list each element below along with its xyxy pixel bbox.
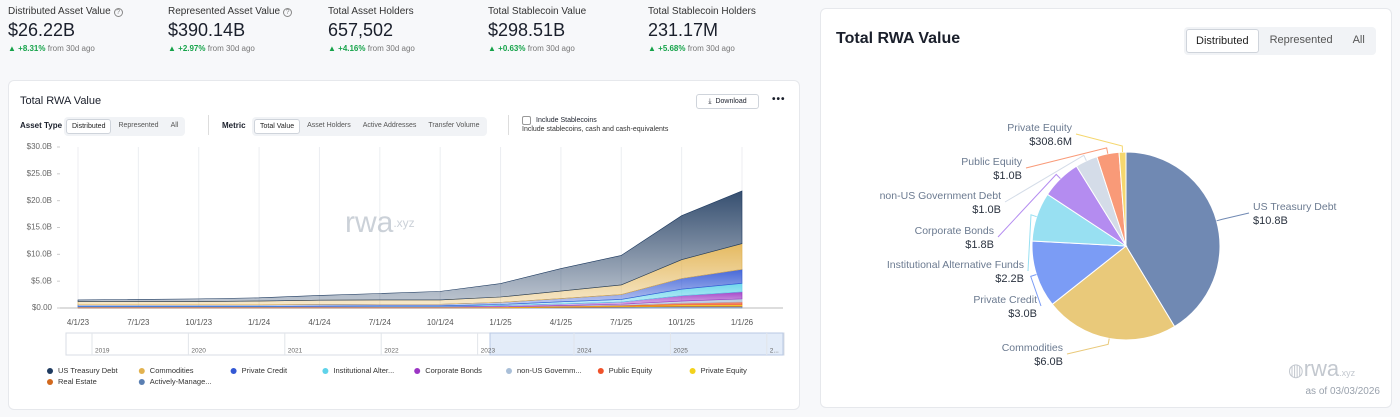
stat-label: Total Stablecoin Holders	[648, 6, 756, 17]
stat: Represented Asset Value? $390.14B ▲ +2.97%…	[168, 6, 293, 53]
download-label: Download	[715, 98, 747, 105]
stat-note: from 30d ago	[367, 44, 415, 53]
stat: Total Stablecoin Value $298.51B ▲ +0.63% f…	[488, 6, 587, 53]
divider	[508, 115, 509, 135]
pie-tab[interactable]: All	[1352, 34, 1365, 46]
info-icon[interactable]: ?	[113, 8, 123, 17]
asset-type-group: Distributed Represented All	[64, 117, 186, 136]
stat-note: from 30d ago	[687, 44, 735, 53]
stat-change: +2.97%	[178, 44, 206, 53]
stat: Total Asset Holders 657,502 ▲ +4.16% from …	[328, 6, 415, 53]
stat-value: $390.14B	[168, 20, 246, 40]
watermark-text: rwa	[1303, 356, 1340, 381]
stat-change: +4.16%	[338, 44, 366, 53]
stat-change: +0.63%	[498, 44, 526, 53]
stat-note: from 30d ago	[47, 44, 95, 53]
menu-button[interactable]: •••	[772, 94, 786, 105]
asset-type-option[interactable]: Represented	[118, 122, 159, 129]
asset-type-label: Asset Type	[20, 121, 63, 130]
stablecoin-checkbox[interactable]	[522, 116, 531, 125]
pie-watermark: ◍rwa.xyz	[1288, 356, 1356, 381]
stat-value: 657,502	[328, 20, 394, 40]
pie-footnote: as of 03/03/2026	[1305, 386, 1380, 397]
asset-type-option[interactable]: All	[170, 122, 179, 129]
stat-note: from 30d ago	[207, 44, 255, 53]
pie-tab[interactable]: Represented	[1269, 34, 1333, 46]
metric-label: Metric	[222, 121, 246, 130]
metric-option[interactable]: Total Value	[254, 119, 301, 134]
stat-change: +5.68%	[658, 44, 686, 53]
stat-label: Represented Asset Value	[168, 6, 281, 17]
download-button[interactable]: ⤓ Download	[696, 94, 759, 109]
metric-group: Total Value Asset Holders Active Addresses…	[252, 117, 487, 136]
stat-label: Total Stablecoin Value	[488, 6, 587, 17]
divider	[208, 115, 209, 135]
stablecoin-label: Include Stablecoins	[536, 117, 597, 124]
stat-value: $298.51B	[488, 20, 566, 40]
watermark-suffix: .xyz	[1339, 368, 1356, 378]
stat-value: $26.22B	[8, 20, 76, 40]
stat: Total Stablecoin Holders 231.17M ▲ +5.68% …	[648, 6, 756, 53]
metric-option[interactable]: Transfer Volume	[428, 122, 480, 129]
stat-value: 231.17M	[648, 20, 719, 40]
pie-tabs: Distributed Represented All	[1184, 27, 1376, 55]
pie-title: Total RWA Value	[836, 30, 961, 47]
stat-change: +8.31%	[18, 44, 46, 53]
stablecoin-note: Include stablecoins, cash and cash-equiv…	[522, 126, 669, 133]
chart-title: Total RWA Value	[20, 95, 102, 107]
asset-type-option[interactable]: Distributed	[66, 119, 112, 134]
info-icon[interactable]: ?	[283, 8, 293, 17]
stat-label: Total Asset Holders	[328, 6, 414, 17]
metric-option[interactable]: Asset Holders	[307, 122, 351, 129]
pie-tab[interactable]: Distributed	[1186, 29, 1259, 53]
stat-note: from 30d ago	[527, 44, 575, 53]
pie-card	[820, 8, 1392, 408]
metric-option[interactable]: Active Addresses	[362, 122, 417, 129]
stat: Distributed Asset Value? $26.22B ▲ +8.31% …	[8, 6, 123, 53]
stat-label: Distributed Asset Value	[8, 6, 111, 17]
